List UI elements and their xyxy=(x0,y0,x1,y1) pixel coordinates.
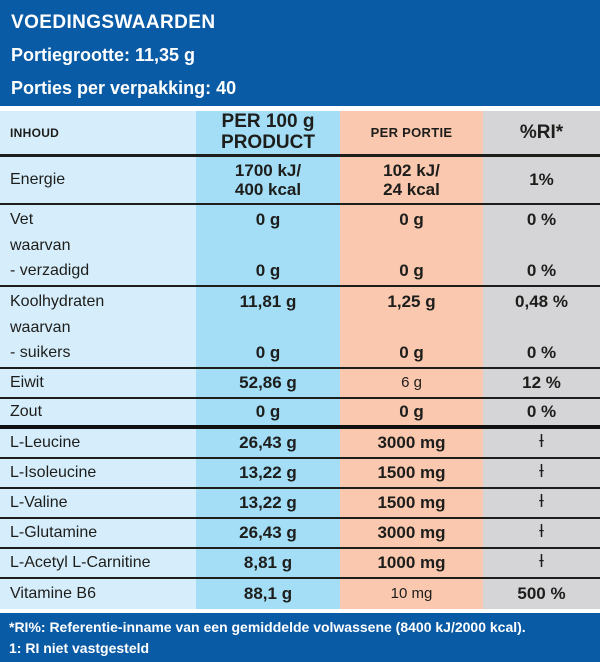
table-row: L-Glutamine 26,43 g 3000 mg ƚ xyxy=(0,519,600,549)
value-ri: 0,48 % xyxy=(483,287,600,317)
footnote-not-established: 1: RI niet vastgesteld xyxy=(9,639,150,656)
serving-size: Portiegrootte: 11,35 g xyxy=(11,45,196,65)
value-per-100g: 13,22 g xyxy=(196,459,340,487)
value-per-portie: 3000 mg xyxy=(340,519,483,547)
table-row: Vitamine B6 88,1 g 10 mg 500 % xyxy=(0,579,600,609)
value-ri: ƚ xyxy=(483,459,600,487)
column-header-ri: %RI* xyxy=(483,111,600,154)
value-per-100g: 8,81 g xyxy=(196,549,340,577)
table-row: waarvan xyxy=(0,235,600,257)
value-per-portie: 6 g xyxy=(340,369,483,397)
table-row: L-Valine 13,22 g 1500 mg ƚ xyxy=(0,489,600,519)
value-ri xyxy=(483,235,600,257)
row-label: - verzadigd xyxy=(0,257,196,285)
column-header-inhoud: INHOUD xyxy=(0,111,196,154)
value-per-portie: 0 g xyxy=(340,257,483,285)
value-per-portie: 1500 mg xyxy=(340,489,483,517)
value-per-portie: 1,25 g xyxy=(340,287,483,317)
row-label: Zout xyxy=(0,399,196,425)
value-ri: 0 % xyxy=(483,205,600,235)
row-label: Vet xyxy=(0,205,196,235)
row-label: Vitamine B6 xyxy=(0,579,196,609)
row-label: L-Acetyl L-Carnitine xyxy=(0,549,196,577)
row-label: waarvan xyxy=(0,317,196,339)
value-per-100g: 26,43 g xyxy=(196,429,340,457)
value-per-100g: 0 g xyxy=(196,205,340,235)
value-ri: ƚ xyxy=(483,489,600,517)
value-ri xyxy=(483,317,600,339)
value-per-portie xyxy=(340,317,483,339)
value-per-100g: 52,86 g xyxy=(196,369,340,397)
value-per-100g: 0 g xyxy=(196,399,340,425)
row-label: - suikers xyxy=(0,339,196,367)
row-label: L-Isoleucine xyxy=(0,459,196,487)
value-per-portie xyxy=(340,235,483,257)
table-row: L-Leucine 26,43 g 3000 mg ƚ xyxy=(0,429,600,459)
value-per-100g: 1700 kJ/ 400 kcal xyxy=(196,157,340,203)
value-ri: ƚ xyxy=(483,429,600,457)
value-per-100g: 88,1 g xyxy=(196,579,340,609)
value-ri: 500 % xyxy=(483,579,600,609)
table-row: L-Isoleucine 13,22 g 1500 mg ƚ xyxy=(0,459,600,489)
nutrition-header: VOEDINGSWAARDEN Portiegrootte: 11,35 g P… xyxy=(0,0,600,106)
column-header-per-portie: PER PORTIE xyxy=(340,111,483,154)
value-ri: 0 % xyxy=(483,339,600,367)
table-row: L-Acetyl L-Carnitine 8,81 g 1000 mg ƚ xyxy=(0,549,600,579)
value-per-portie: 1000 mg xyxy=(340,549,483,577)
value-ri: 12 % xyxy=(483,369,600,397)
table-body: Energie 1700 kJ/ 400 kcal 102 kJ/ 24 kcal 1… xyxy=(0,157,600,609)
value-per-100g xyxy=(196,317,340,339)
value-ri: 0 % xyxy=(483,399,600,425)
value-per-portie: 3000 mg xyxy=(340,429,483,457)
value-per-portie: 0 g xyxy=(340,339,483,367)
value-ri: ƚ xyxy=(483,549,600,577)
row-label: Energie xyxy=(0,157,196,203)
value-per-portie: 102 kJ/ 24 kcal xyxy=(340,157,483,203)
servings-per-pack: Porties per verpakking: 40 xyxy=(11,78,237,98)
table-row: waarvan xyxy=(0,317,600,339)
value-per-100g: 0 g xyxy=(196,257,340,285)
value-per-portie: 0 g xyxy=(340,399,483,425)
row-label: L-Leucine xyxy=(0,429,196,457)
value-per-100g: 11,81 g xyxy=(196,287,340,317)
table-row: Koolhydraten 11,81 g 1,25 g 0,48 % xyxy=(0,287,600,317)
row-label: L-Valine xyxy=(0,489,196,517)
table-row: Energie 1700 kJ/ 400 kcal 102 kJ/ 24 kcal 1… xyxy=(0,157,600,205)
table-header-row: INHOUD PER 100 g PRODUCT PER PORTIE %RI* xyxy=(0,111,600,157)
value-per-100g: 26,43 g xyxy=(196,519,340,547)
page-title: VOEDINGSWAARDEN xyxy=(11,12,216,33)
value-per-100g: 13,22 g xyxy=(196,489,340,517)
column-header-per-100g: PER 100 g PRODUCT xyxy=(196,111,340,154)
nutrition-table: INHOUD PER 100 g PRODUCT PER PORTIE %RI*… xyxy=(0,111,600,609)
value-per-portie: 10 mg xyxy=(340,579,483,609)
value-per-portie: 0 g xyxy=(340,205,483,235)
row-label: Koolhydraten xyxy=(0,287,196,317)
footnote-ri: *RI%: Referentie-inname van een gemiddel… xyxy=(9,618,526,635)
value-ri: 0 % xyxy=(483,257,600,285)
value-ri: ƚ xyxy=(483,519,600,547)
value-ri: 1% xyxy=(483,157,600,203)
row-label: Eiwit xyxy=(0,369,196,397)
value-per-100g: 0 g xyxy=(196,339,340,367)
row-label: L-Glutamine xyxy=(0,519,196,547)
row-label: waarvan xyxy=(0,235,196,257)
value-per-portie: 1500 mg xyxy=(340,459,483,487)
footnotes: *RI%: Referentie-inname van een gemiddel… xyxy=(0,613,600,662)
value-per-100g xyxy=(196,235,340,257)
